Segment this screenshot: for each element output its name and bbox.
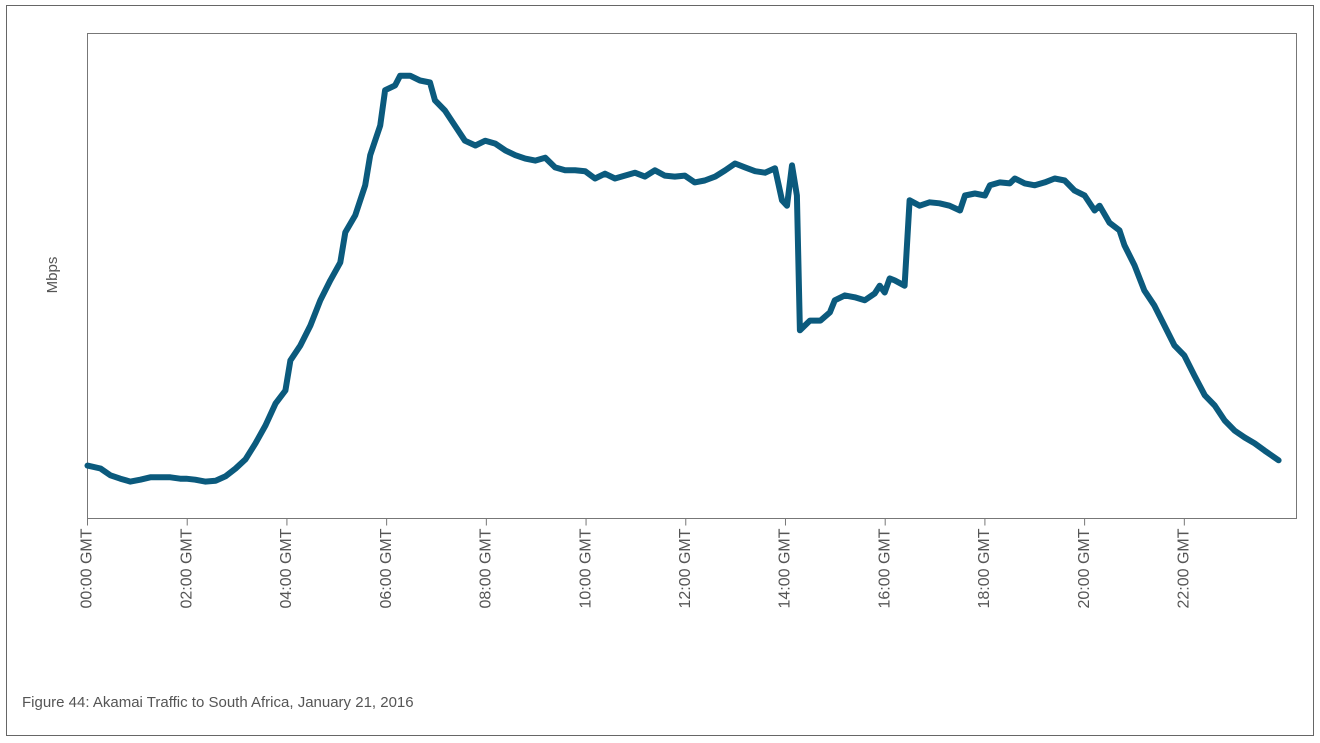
caption: Figure 44: Akamai Traffic to South Afric…: [22, 694, 414, 711]
frame: [6, 5, 1314, 736]
x-tick-label: 02:00 GMT: [178, 528, 195, 608]
x-tick-label: 00:00 GMT: [79, 528, 96, 608]
plot-area: [87, 33, 1297, 519]
y-axis-label: Mbps: [44, 257, 61, 294]
x-tick-label: 08:00 GMT: [478, 528, 495, 608]
x-tick-label: 22:00 GMT: [1176, 528, 1193, 608]
x-tick-label: 10:00 GMT: [577, 528, 594, 608]
x-tick-label: 06:00 GMT: [378, 528, 395, 608]
x-tick-label: 14:00 GMT: [777, 528, 794, 608]
x-tick-label: 18:00 GMT: [976, 528, 993, 608]
x-tick-label: 04:00 GMT: [278, 528, 295, 608]
traffic-line: [84, 72, 1282, 485]
x-tick-label: 16:00 GMT: [876, 528, 893, 608]
x-tick-label: 20:00 GMT: [1076, 528, 1093, 608]
x-tick-label: 12:00 GMT: [677, 528, 694, 608]
